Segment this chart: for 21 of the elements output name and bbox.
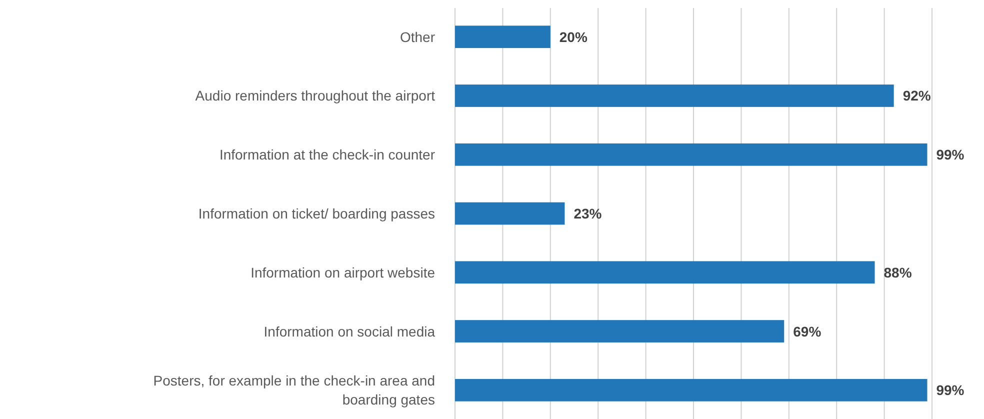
bar	[455, 202, 565, 225]
y-tick-label: Information at the check-in counter	[219, 146, 436, 163]
data-label: 69%	[793, 323, 822, 340]
bar	[455, 84, 894, 107]
data-label: 92%	[902, 88, 932, 104]
bar	[455, 26, 550, 48]
data-label: 20%	[559, 28, 588, 45]
y-tick-label: Information on airport website	[250, 264, 436, 280]
data-label: 88%	[884, 264, 912, 280]
bar	[455, 378, 928, 402]
data-label: 99%	[936, 382, 965, 398]
y-tick-label: Posters, for example in the check-in area and boarding gates	[153, 372, 435, 408]
y-tick-label: Information on ticket/ boarding passes	[198, 206, 435, 222]
bar	[455, 261, 875, 284]
y-tick-label: Audio reminders throughout the airport	[195, 88, 436, 104]
y-tick-label: Other	[400, 28, 436, 45]
data-label: 23%	[574, 206, 602, 222]
bar	[455, 143, 928, 166]
bar	[455, 320, 784, 342]
y-tick-label: Information on social media	[264, 323, 436, 340]
data-label: 99%	[936, 146, 965, 163]
